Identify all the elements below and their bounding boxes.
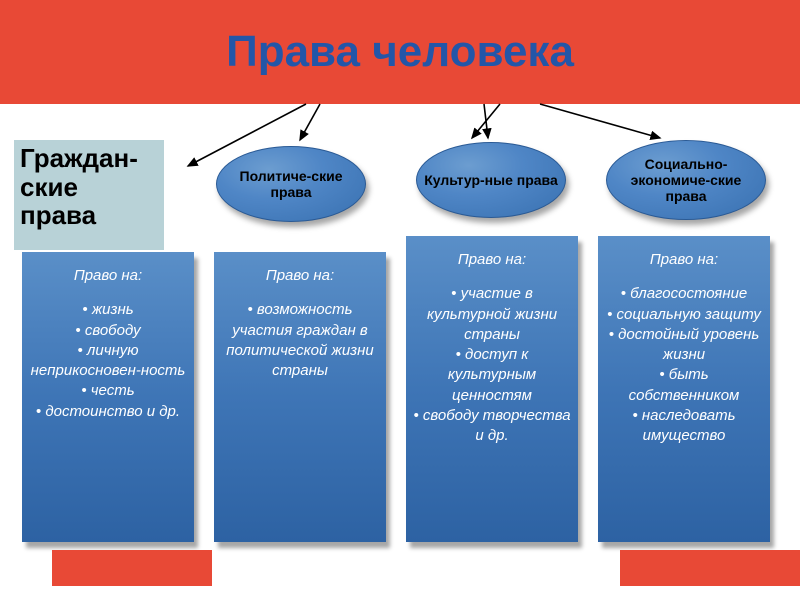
political-ellipse: Политиче-ские права — [216, 146, 366, 222]
list-item: честь — [28, 381, 188, 401]
card-list: благосостояние социальную защиту достойн… — [604, 284, 764, 446]
card-political: Право на: возможность участия граждан в … — [214, 252, 386, 542]
social-label: Социально-экономиче-ские права — [613, 156, 759, 204]
cultural-label: Культур-ные права — [424, 172, 558, 188]
cultural-ellipse: Культур-ные права — [416, 142, 566, 218]
list-item: достоинство и др. — [28, 402, 188, 422]
card-social: Право на: благосостояние социальную защи… — [598, 236, 770, 542]
social-ellipse: Социально-экономиче-ские права — [606, 140, 766, 220]
list-item: благосостояние — [604, 284, 764, 304]
list-item: социальную защиту — [604, 305, 764, 325]
bottom-accent-right — [620, 550, 800, 586]
list-item: личную неприкосновен-ность — [28, 341, 188, 382]
card-heading: Право на: — [412, 250, 572, 270]
card-list: участие в культурной жизни страны доступ… — [412, 284, 572, 446]
list-item: свободу — [28, 321, 188, 341]
list-item: участие в культурной жизни страны — [412, 284, 572, 345]
card-heading: Право на: — [604, 250, 764, 270]
civil-category-box: Граждан-ские права — [14, 140, 164, 250]
political-label: Политиче-ские права — [223, 168, 359, 200]
list-item: быть собственником — [604, 365, 764, 406]
header-band: Права человека — [0, 0, 800, 104]
card-civil: Право на: жизнь свободу личную неприкосн… — [22, 252, 194, 542]
main-title: Права человека — [226, 27, 574, 77]
card-heading: Право на: — [220, 266, 380, 286]
list-item: возможность участия граждан в политическ… — [220, 300, 380, 381]
card-list: возможность участия граждан в политическ… — [220, 300, 380, 381]
card-heading: Право на: — [28, 266, 188, 286]
list-item: достойный уровень жизни — [604, 325, 764, 366]
bottom-accent-left — [52, 550, 212, 586]
card-list: жизнь свободу личную неприкосновен-ность… — [28, 300, 188, 422]
card-cultural: Право на: участие в культурной жизни стр… — [406, 236, 578, 542]
list-item: жизнь — [28, 300, 188, 320]
list-item: наследовать имущество — [604, 406, 764, 447]
content-row: Право на: жизнь свободу личную неприкосн… — [0, 236, 800, 566]
list-item: свободу творчества и др. — [412, 406, 572, 447]
category-row: Граждан-ские права Политиче-ские права К… — [0, 104, 800, 236]
list-item: доступ к культурным ценностям — [412, 345, 572, 406]
